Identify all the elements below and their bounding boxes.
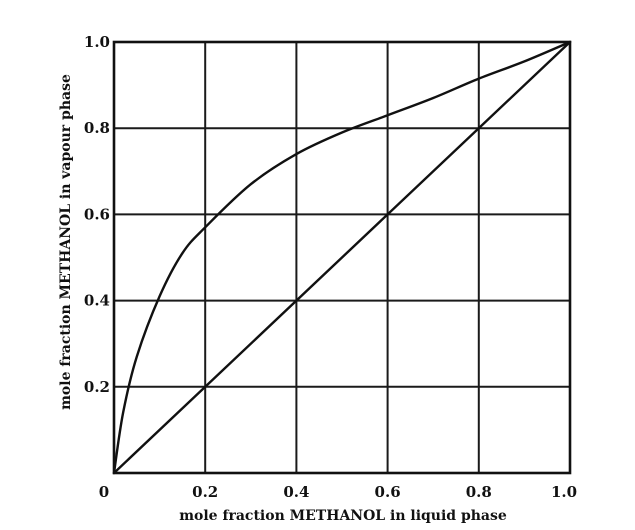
y-tick-label: 0.2: [84, 378, 110, 396]
y-tick-labels: 0.2 0.4 0.6 0.8 1.0: [84, 33, 110, 396]
x-axis-title: mole fraction METHANOL in liquid phase: [179, 508, 507, 524]
x-tick-label: 0.4: [283, 483, 309, 501]
y-tick-label: 0.4: [84, 292, 110, 310]
series-line-0: [112, 40, 572, 475]
y-tick-label: 0.6: [84, 205, 110, 223]
x-tick-label: 0: [99, 483, 109, 501]
series-group: [112, 40, 572, 475]
y-tick-label: 0.8: [84, 119, 110, 137]
x-tick-label: 1.0: [551, 483, 577, 501]
x-tick-labels: 0 0.2 0.4 0.6 0.8 1.0: [99, 483, 577, 501]
plot-border: [112, 40, 572, 475]
grid: [114, 42, 570, 473]
series-line-1: [112, 40, 572, 475]
plot-frame: [112, 40, 572, 475]
x-tick-label: 0.2: [192, 483, 218, 501]
y-axis-title: mole fraction METHANOL in vapour phase: [58, 74, 74, 410]
x-tick-label: 0.8: [466, 483, 492, 501]
y-tick-label: 1.0: [84, 33, 110, 51]
x-tick-label: 0.6: [375, 483, 401, 501]
